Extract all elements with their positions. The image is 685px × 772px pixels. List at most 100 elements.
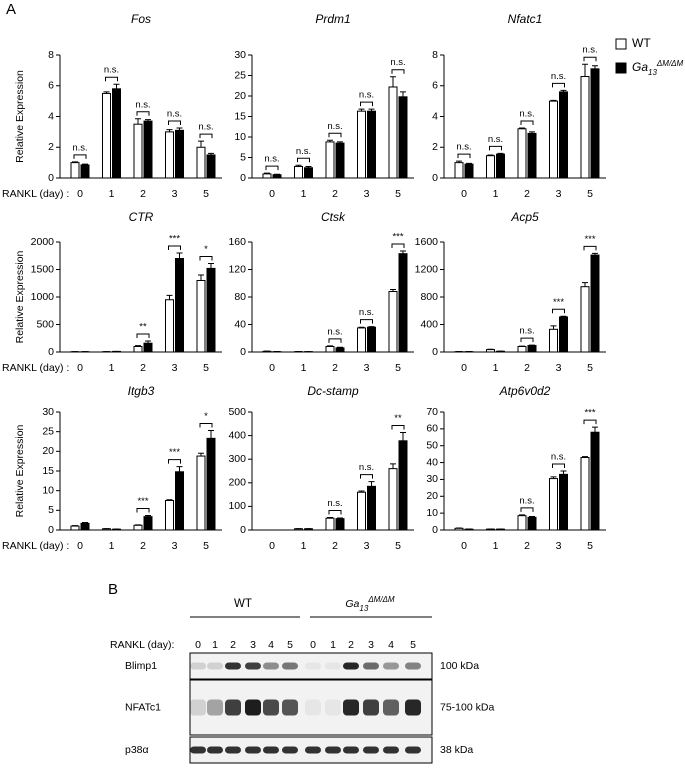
genotype-label: Ga13ΔM/ΔM	[345, 595, 395, 613]
y-tick-label: 2	[432, 141, 438, 153]
bar	[389, 87, 397, 178]
lane-label: 2	[230, 639, 236, 651]
chart-title: Prdm1	[315, 12, 350, 26]
x-tick-label: 0	[269, 540, 275, 552]
blot-band	[363, 747, 379, 754]
y-tick-label: 60	[426, 423, 438, 435]
sig-bracket	[458, 154, 470, 158]
lane-label: 5	[410, 639, 416, 651]
label-base: Ga	[345, 598, 359, 610]
lane-label: 4	[268, 639, 274, 651]
x-tick-label: 2	[524, 540, 530, 552]
sig-bracket	[169, 460, 181, 464]
blot-band	[325, 700, 341, 716]
bar	[528, 345, 536, 352]
sig-bracket	[361, 320, 373, 324]
error-bar	[369, 482, 375, 487]
chart-title: CTR	[129, 210, 154, 224]
y-tick-label: 0	[432, 346, 438, 358]
x-tick-label: 2	[524, 188, 530, 200]
blot-band	[190, 663, 206, 670]
y-tick-label: 0	[240, 172, 246, 184]
bar	[207, 268, 215, 352]
x-tick-label: 2	[332, 362, 338, 374]
bar	[166, 501, 174, 531]
y-tick-label: 100	[228, 500, 246, 512]
sig-bracket	[329, 133, 341, 137]
y-tick-label: 1200	[415, 263, 439, 275]
x-tick-label: 3	[556, 188, 562, 200]
bar	[465, 164, 473, 178]
label-sub: 13	[359, 604, 368, 613]
x-tick-label: 5	[203, 362, 209, 374]
sig-label: n.s.	[551, 71, 566, 82]
x-tick-label: 2	[524, 362, 530, 374]
sig-label: n.s.	[359, 462, 374, 473]
blot-band	[383, 747, 399, 754]
sig-bracket	[266, 166, 278, 170]
bar	[550, 101, 558, 178]
blot-band	[245, 747, 261, 754]
bar	[71, 163, 79, 178]
y-tick-label: 40	[234, 318, 246, 330]
sig-bracket	[298, 158, 310, 162]
bar	[336, 348, 344, 352]
error-bar	[400, 92, 406, 97]
blot-band	[405, 700, 421, 716]
bar	[305, 168, 313, 178]
bar	[273, 175, 281, 178]
y-tick-label: 4	[48, 110, 54, 122]
sig-label: n.s.	[582, 45, 597, 56]
y-tick-label: 300	[228, 453, 246, 465]
chart-title: Dc-stamp	[307, 384, 359, 398]
bar	[497, 154, 505, 178]
x-tick-label: 5	[395, 362, 401, 374]
sig-bracket	[584, 57, 596, 61]
sig-label: n.s.	[296, 146, 311, 157]
error-bar	[582, 283, 588, 287]
y-tick-label: 6	[432, 80, 438, 92]
blot-band	[383, 700, 399, 716]
lane-label: 3	[250, 639, 256, 651]
y-tick-label: 500	[228, 406, 246, 418]
blot-band	[282, 747, 298, 754]
sig-bracket	[137, 508, 149, 512]
y-tick-label: 10	[426, 507, 438, 519]
y-tick-label: 0	[240, 346, 246, 358]
x-tick-label: 3	[556, 540, 562, 552]
bar	[389, 469, 397, 530]
bar	[326, 518, 334, 530]
y-tick-label: 1600	[415, 236, 439, 248]
sig-bracket	[329, 510, 341, 514]
sig-bracket	[137, 112, 149, 116]
y-tick-label: 8	[48, 49, 54, 61]
sig-bracket	[392, 70, 404, 74]
bar	[368, 111, 376, 178]
lane-label: 1	[330, 639, 336, 651]
x-tick-label: 2	[140, 540, 146, 552]
chart-title: Nfatc1	[508, 12, 543, 26]
x-tick-label: 0	[461, 362, 467, 374]
bar	[295, 167, 303, 178]
x-tick-label: 0	[77, 188, 83, 200]
bar	[518, 129, 526, 178]
sig-label: n.s.	[327, 326, 342, 337]
sig-label: ***	[169, 447, 180, 458]
sig-bracket	[553, 309, 565, 313]
x-tick-label: 1	[301, 540, 307, 552]
y-tick-label: 50	[426, 439, 438, 451]
lane-label: 4	[388, 639, 394, 651]
sig-label: n.s.	[198, 122, 213, 133]
error-bar	[582, 64, 588, 76]
bar	[134, 525, 142, 530]
bar	[113, 89, 121, 178]
x-tick-label: 1	[109, 540, 115, 552]
x-axis-label: RANKL (day) :	[2, 362, 69, 374]
error-bar	[167, 295, 173, 299]
sig-label: n.s.	[519, 326, 534, 337]
blot-band	[343, 700, 359, 716]
y-tick-label: 4	[432, 110, 438, 122]
blot-band	[282, 663, 298, 670]
bar	[581, 77, 589, 178]
